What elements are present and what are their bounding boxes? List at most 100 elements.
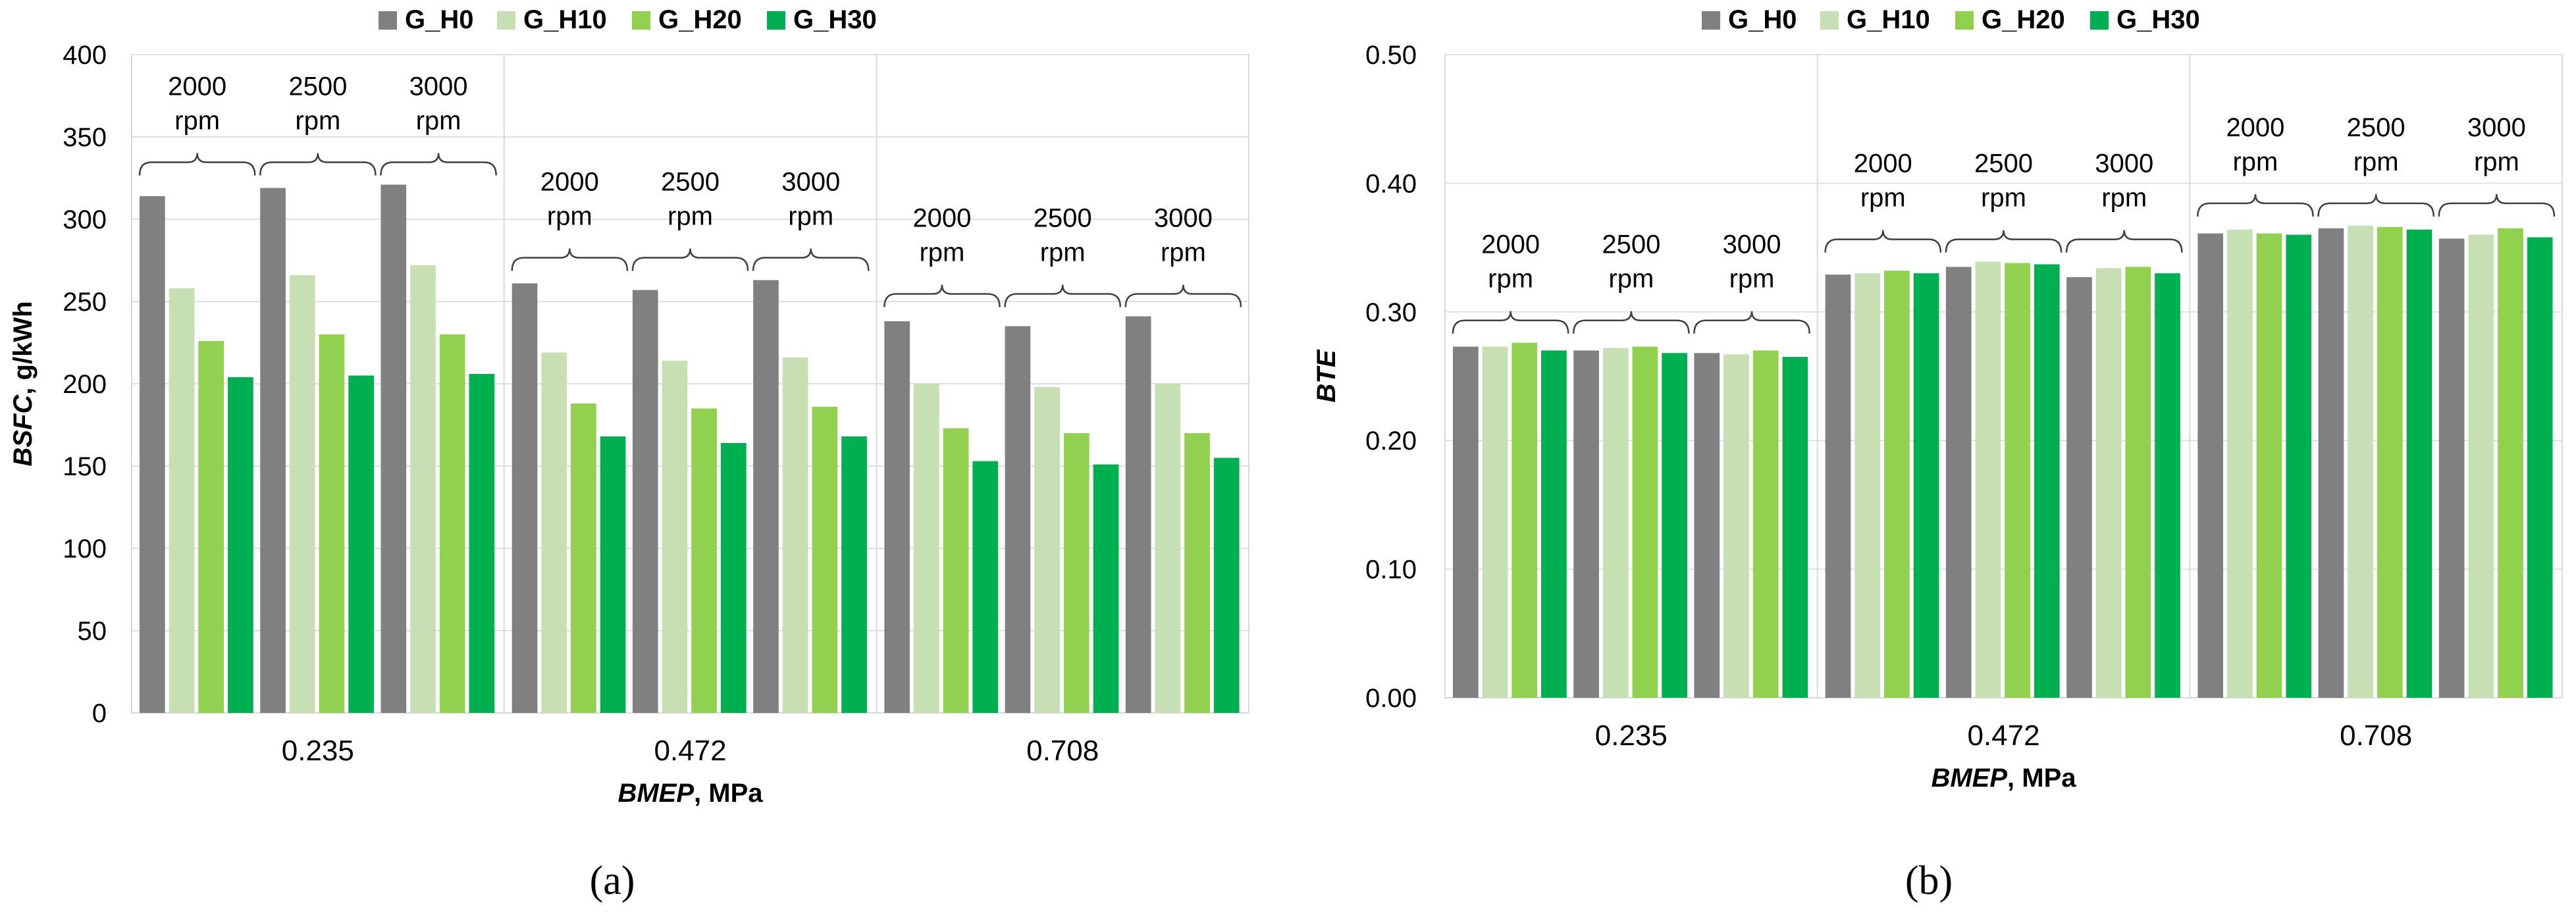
legend: G_H0 G_H10 G_H20 G_H30 bbox=[379, 5, 877, 34]
bar-g-h10 bbox=[1975, 261, 2001, 698]
panel-b-bte-chart: 0.00 0.10 0.20 0.30 0.40 0.50 0.235 2000 rpm 2500… bbox=[1312, 5, 2563, 793]
y-tick-label: 0.10 bbox=[1365, 556, 1417, 585]
legend-label: G_H10 bbox=[1847, 5, 1930, 34]
bar-g-h20 bbox=[571, 404, 596, 713]
speed-bracket bbox=[380, 153, 497, 176]
bar-g-h10 bbox=[1854, 273, 1881, 698]
speed-unit-label: rpm bbox=[788, 202, 833, 231]
y-tick-label: 150 bbox=[63, 452, 107, 481]
bar-g-h30 bbox=[2406, 229, 2432, 698]
y-tick-label: 100 bbox=[63, 535, 107, 563]
speed-label: 2500 bbox=[1602, 230, 1660, 259]
bar-g-h30 bbox=[348, 375, 374, 713]
bar-g-h0 bbox=[140, 196, 165, 713]
bar-g-h10 bbox=[1034, 387, 1060, 713]
speed-label: 3000 bbox=[781, 168, 840, 197]
bar-g-h0 bbox=[2066, 277, 2092, 698]
speed-label: 2500 bbox=[288, 72, 347, 101]
bar-g-h30 bbox=[1662, 353, 1687, 698]
bar-g-h10 bbox=[2348, 225, 2373, 698]
bar-g-h20 bbox=[812, 407, 838, 713]
speed-bracket bbox=[1824, 230, 1942, 253]
x-category-label: 0.472 bbox=[654, 735, 726, 767]
bar-g-h30 bbox=[1213, 458, 1240, 713]
legend-swatch bbox=[497, 11, 515, 30]
speed-unit-label: rpm bbox=[295, 107, 340, 136]
bar-g-h10 bbox=[914, 384, 939, 713]
bar-g-h10 bbox=[1482, 346, 1508, 698]
speed-label: 2500 bbox=[661, 168, 720, 197]
legend-swatch bbox=[1955, 11, 1974, 30]
bar-g-h30 bbox=[1093, 464, 1119, 713]
speed-label: 2000 bbox=[1854, 149, 1912, 178]
bar-g-h30 bbox=[2034, 264, 2060, 698]
speed-unit-label: rpm bbox=[1161, 238, 1206, 267]
y-axis-title-italic: BSFC bbox=[9, 394, 38, 467]
bar-g-h0 bbox=[1125, 316, 1151, 713]
x-category-label: 0.235 bbox=[1595, 720, 1668, 752]
bar-g-h10 bbox=[169, 288, 195, 713]
bar-g-h10 bbox=[410, 265, 436, 713]
panel-a-caption: (a) bbox=[590, 858, 635, 903]
speed-bracket bbox=[259, 153, 377, 176]
bar-g-h0 bbox=[1573, 350, 1599, 698]
speed-bracket bbox=[2065, 230, 2183, 253]
y-tick-label: 0.20 bbox=[1365, 427, 1417, 456]
speed-unit-label: rpm bbox=[668, 202, 713, 231]
y-tick-label: 0.50 bbox=[1365, 41, 1417, 70]
bar-g-h20 bbox=[2005, 263, 2030, 698]
speed-label: 2000 bbox=[2226, 113, 2284, 142]
bar-g-h30 bbox=[2286, 234, 2312, 698]
speed-unit-label: rpm bbox=[1981, 184, 2026, 213]
bar-g-h30 bbox=[228, 377, 253, 713]
bar-g-h20 bbox=[1063, 433, 1090, 713]
bar-g-h0 bbox=[1694, 353, 1720, 698]
bar-g-h20 bbox=[319, 334, 345, 713]
bar-g-h0 bbox=[2318, 228, 2344, 698]
speed-label: 3000 bbox=[409, 72, 468, 101]
legend-swatch bbox=[1702, 11, 1720, 30]
x-axis-title: BMEP, MPa bbox=[618, 779, 763, 808]
speed-bracket bbox=[1945, 230, 2063, 253]
speed-label: 3000 bbox=[1154, 204, 1213, 233]
y-tick-label: 250 bbox=[63, 288, 107, 317]
speed-bracket bbox=[752, 248, 870, 271]
bar-g-h20 bbox=[439, 334, 465, 713]
bar-g-h30 bbox=[1541, 350, 1567, 698]
speed-label: 2000 bbox=[1481, 230, 1540, 259]
legend: G_H0 G_H10 G_H20 G_H30 bbox=[1702, 5, 2200, 34]
speed-label: 2500 bbox=[1974, 149, 2033, 178]
bar-g-h30 bbox=[2155, 273, 2180, 698]
bar-g-h20 bbox=[1511, 342, 1538, 698]
y-tick-label: 0.00 bbox=[1365, 684, 1417, 713]
speed-label: 2000 bbox=[168, 72, 226, 101]
y-axis-title: BTE bbox=[1312, 349, 1341, 402]
legend-label: G_H30 bbox=[793, 5, 877, 34]
bar-g-h20 bbox=[2498, 228, 2523, 698]
speed-unit-label: rpm bbox=[1860, 184, 1906, 213]
bar-g-h0 bbox=[1945, 267, 1972, 698]
bar-g-h30 bbox=[1782, 357, 1808, 698]
bar-g-h10 bbox=[2468, 234, 2494, 698]
bar-g-h30 bbox=[972, 461, 999, 713]
bar-g-h0 bbox=[2438, 238, 2465, 698]
bar-g-h10 bbox=[2095, 268, 2122, 698]
bar-g-h30 bbox=[469, 374, 495, 713]
speed-label: 2000 bbox=[540, 168, 599, 197]
bar-g-h20 bbox=[2377, 226, 2403, 698]
x-axis-title-unit: , MPa bbox=[694, 779, 763, 808]
bar-g-h30 bbox=[841, 436, 867, 713]
bar-g-h0 bbox=[1005, 326, 1031, 713]
speed-unit-label: rpm bbox=[2232, 147, 2278, 176]
y-tick-label: 350 bbox=[63, 123, 107, 152]
bar-g-h10 bbox=[782, 357, 808, 713]
speed-bracket bbox=[1693, 311, 1810, 334]
speed-label: 2500 bbox=[1034, 204, 1092, 233]
bar-g-h20 bbox=[1884, 271, 1910, 698]
y-tick-label: 300 bbox=[63, 205, 107, 234]
bar-g-h10 bbox=[1723, 354, 1749, 698]
bar-g-h20 bbox=[691, 408, 717, 713]
y-axis-title-italic: BTE bbox=[1312, 349, 1341, 402]
bar-g-h20 bbox=[2256, 233, 2282, 698]
